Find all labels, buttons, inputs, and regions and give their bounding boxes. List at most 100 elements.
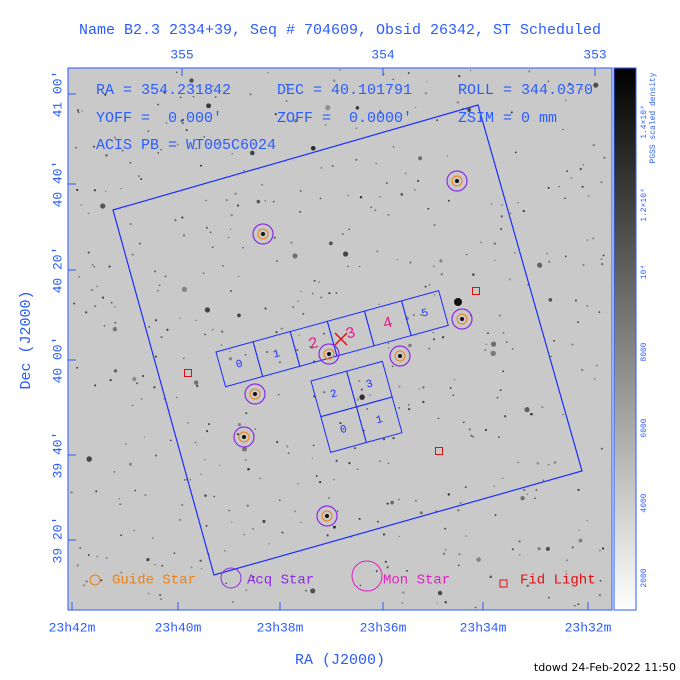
bottom-tick-label: 23h40m — [155, 620, 202, 635]
star-dot — [424, 285, 427, 288]
star-dot — [573, 604, 576, 607]
star-dot — [486, 332, 489, 335]
star-dot — [422, 386, 425, 389]
star-dot — [181, 121, 184, 125]
star-dot — [109, 378, 112, 382]
y-axis-label: Dec (J2000) — [18, 290, 35, 389]
star-dot — [379, 195, 381, 198]
star-dot — [432, 331, 434, 334]
fid-light — [472, 287, 480, 295]
star-dot — [318, 281, 320, 283]
left-tick-label: 40 20' — [50, 247, 65, 294]
star-dot — [353, 447, 357, 450]
star-dot — [603, 156, 606, 159]
star-dot — [464, 486, 467, 489]
star-dot — [159, 594, 162, 596]
x-axis-label: RA (J2000) — [295, 652, 385, 669]
star-dot — [86, 456, 92, 462]
star-dot — [96, 285, 98, 288]
star-dot — [582, 163, 585, 166]
star-dot — [359, 196, 363, 199]
star-dot — [181, 286, 187, 292]
star-dot — [580, 88, 583, 91]
star-dot — [534, 497, 536, 499]
star-dot — [517, 202, 519, 204]
star-dot — [323, 391, 325, 393]
star-dot — [542, 479, 545, 481]
star-dot — [433, 293, 436, 296]
star-dot — [493, 242, 496, 245]
star-dot — [392, 78, 394, 80]
star-dot — [300, 521, 302, 524]
star-dot — [325, 105, 331, 111]
star-dot — [181, 504, 184, 506]
star-dot — [458, 75, 461, 78]
star-dot — [206, 103, 212, 109]
star-dot — [508, 278, 511, 281]
star-dot — [358, 380, 361, 383]
star-dot — [143, 436, 146, 438]
star-dot — [229, 350, 231, 353]
star-dot — [174, 219, 177, 222]
star-dot — [398, 535, 400, 538]
star-dot — [599, 579, 602, 582]
star-dot — [502, 332, 505, 334]
chip-label: 4 — [381, 314, 395, 334]
left-tick-label: 41 00' — [50, 71, 65, 118]
star-dot — [200, 473, 202, 475]
i-array: 2 3 0 1 — [310, 360, 403, 453]
star-dot — [283, 86, 285, 89]
chip-label: 2 — [329, 388, 339, 401]
star-dot — [189, 479, 192, 481]
star-dot — [175, 71, 178, 74]
star-dot — [470, 434, 472, 437]
star-dot — [249, 93, 252, 96]
star-dot — [546, 252, 548, 255]
star-dot — [234, 192, 237, 195]
star-dot — [446, 155, 449, 157]
star-dot — [105, 154, 108, 157]
star-dot — [254, 428, 257, 430]
star-dot — [548, 297, 553, 302]
star-dot — [94, 305, 97, 308]
star-dot — [199, 559, 202, 562]
star-dot — [577, 488, 580, 491]
star-dot — [541, 406, 544, 409]
star-dot — [81, 110, 84, 112]
star-dot — [218, 464, 221, 467]
star-dot — [382, 438, 386, 441]
star-dot — [526, 584, 529, 588]
ccd-chip — [355, 396, 403, 444]
star-dot — [232, 601, 234, 603]
star-dot — [287, 452, 290, 455]
star-dot — [227, 236, 230, 239]
star-dot — [386, 566, 389, 569]
star-dot — [420, 313, 423, 316]
star-dot — [502, 370, 505, 373]
star-dot — [480, 241, 482, 244]
star-dot — [342, 251, 349, 257]
star-dot — [182, 234, 186, 237]
star-dot — [73, 302, 76, 305]
star-dot — [195, 319, 197, 322]
star-dot — [134, 489, 137, 492]
star-dot — [416, 179, 420, 182]
star-dot — [437, 590, 443, 596]
guide-star — [238, 431, 250, 443]
chip-label: 1 — [272, 348, 282, 361]
star-dot — [348, 462, 351, 465]
star-dot — [242, 446, 247, 452]
star-dot — [398, 498, 400, 501]
star-dot — [299, 190, 302, 192]
star-dot — [415, 499, 417, 502]
colorbar-tick-label: 1.4×10⁴ — [640, 105, 649, 139]
star-dot — [160, 149, 162, 151]
star-dot — [522, 209, 525, 213]
star-dot — [140, 178, 143, 180]
star-dot — [335, 459, 338, 462]
star-dot — [151, 537, 154, 539]
star-dot — [319, 197, 322, 200]
guide-star — [321, 510, 333, 522]
star-dot — [453, 378, 456, 381]
guide-star — [456, 313, 468, 325]
